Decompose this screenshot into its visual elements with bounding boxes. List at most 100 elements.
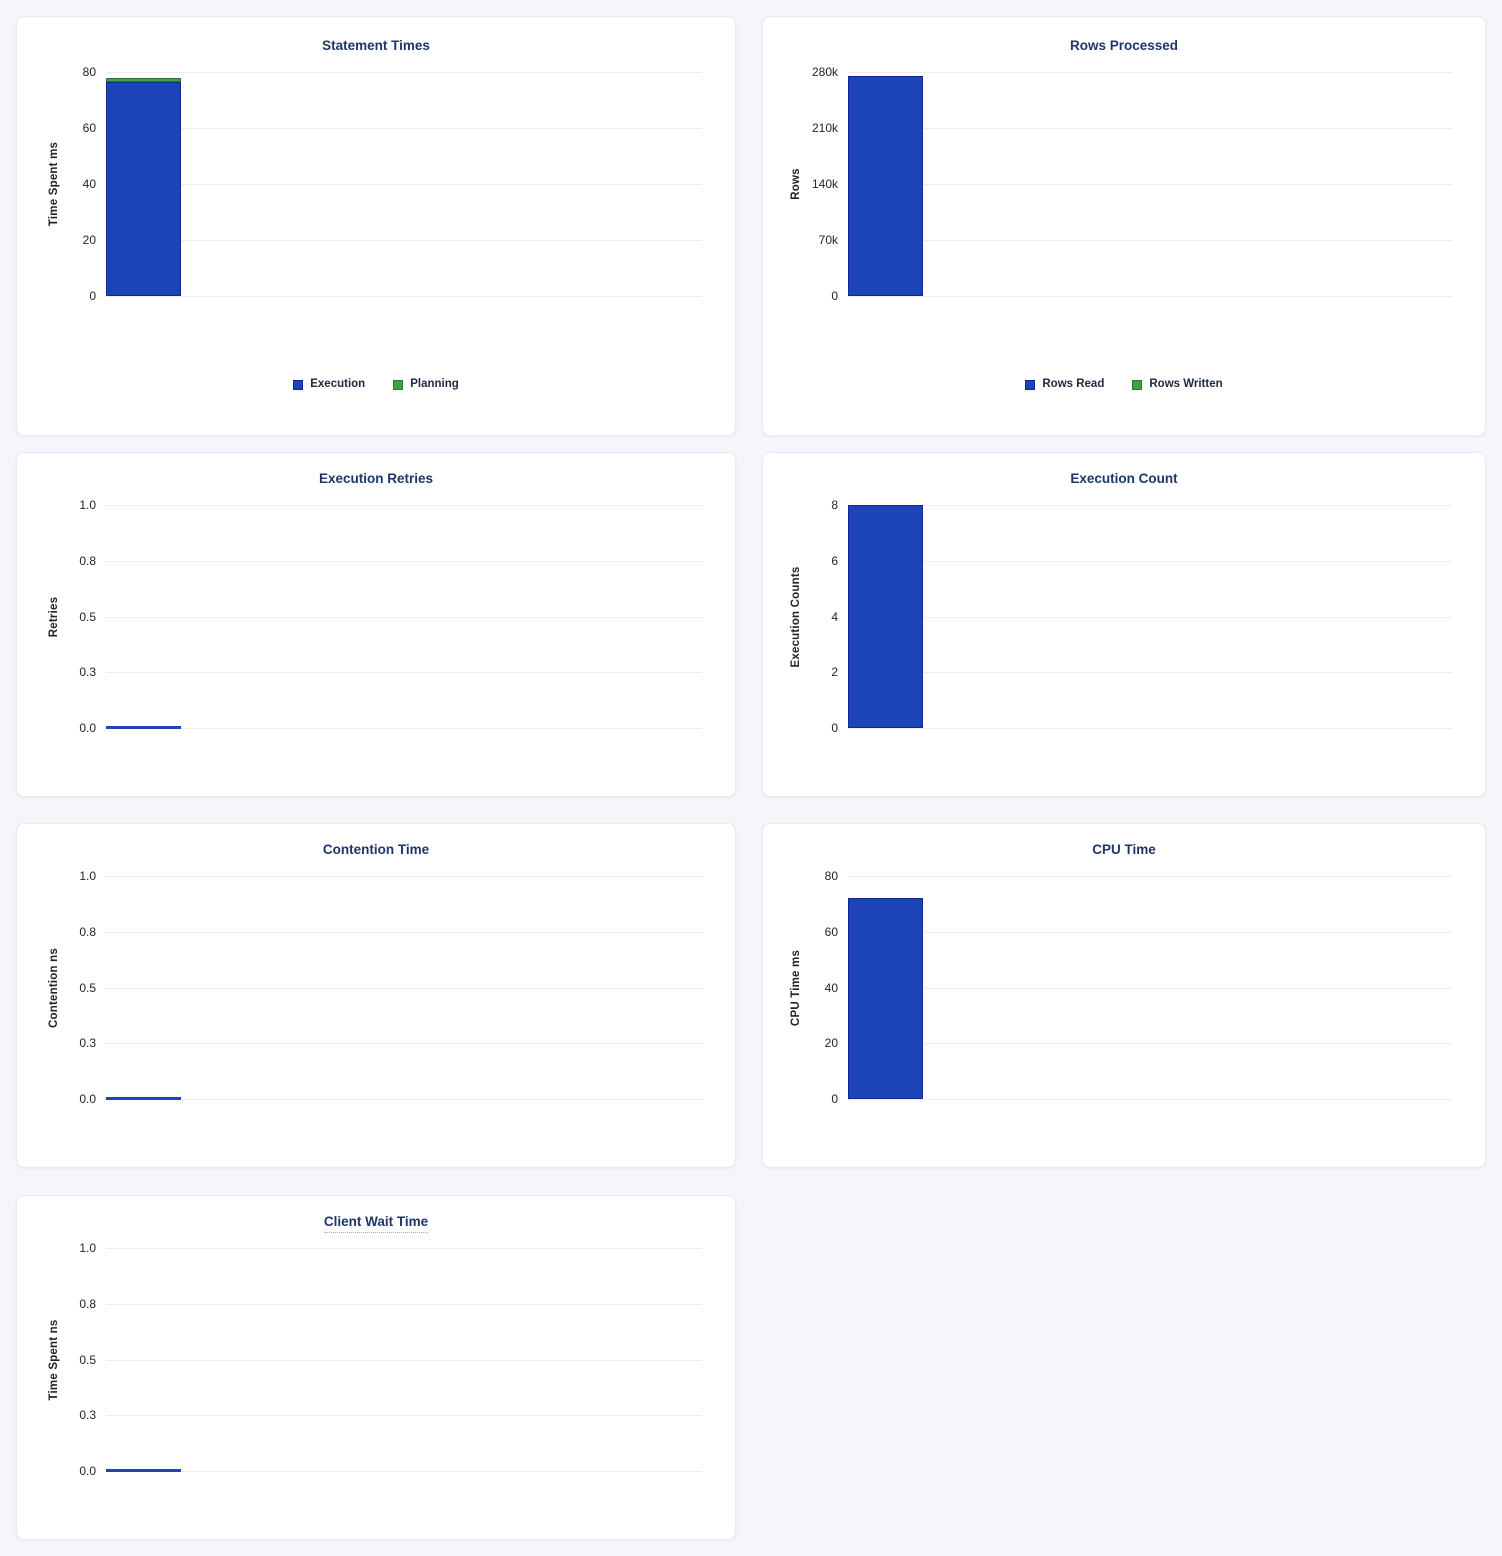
zero-value-bar [106, 726, 181, 729]
legend-label: Planning [410, 378, 459, 390]
zero-value-bar [106, 1469, 181, 1472]
y-tick-label: 0.3 [79, 665, 96, 679]
gridline [106, 240, 702, 241]
y-tick-label: 60 [824, 925, 838, 939]
y-tick-label: 2 [831, 665, 838, 679]
plot-area: 8 6 4 2 0 [831, 498, 1452, 735]
y-tick-label: 0.3 [79, 1036, 96, 1050]
y-tick-label: 0.0 [79, 1464, 96, 1478]
y-tick-label: 0.8 [79, 554, 96, 568]
y-tick-label: 20 [82, 233, 96, 247]
y-tick-label: 1.0 [79, 498, 96, 512]
y-tick-label: 0.5 [79, 610, 96, 624]
y-tick-label: 0.3 [79, 1408, 96, 1422]
gridline [848, 672, 1452, 673]
gridline [848, 617, 1452, 618]
legend-label: Rows Written [1149, 378, 1223, 390]
gridline [106, 1415, 702, 1416]
gridline [106, 672, 702, 673]
y-tick-label: 210k [811, 121, 838, 135]
y-tick-label: 0.8 [79, 925, 96, 939]
y-tick-label: 0.0 [79, 1092, 96, 1106]
chart-title: Statement Times [17, 38, 735, 54]
gridline [106, 876, 702, 877]
chart-card-rows-processed: Rows Processed 280k 210k 140k 70k 0 Rows Rows R… [762, 16, 1486, 436]
y-tick-label: 80 [824, 869, 838, 883]
chart-title: Client Wait Time [17, 1214, 735, 1233]
bar-cpu-time [848, 898, 923, 1099]
gridline [106, 128, 702, 129]
gridline [848, 932, 1452, 933]
chart-title-text-cpu-time: CPU Time [1092, 842, 1156, 857]
gridline [848, 1099, 1452, 1100]
legend-label: Rows Read [1042, 378, 1105, 390]
y-tick-label: 0.5 [79, 1353, 96, 1367]
y-tick-label: 40 [82, 177, 96, 191]
legend-item-planning: Planning [393, 378, 459, 391]
y-tick-label: 60 [82, 121, 96, 135]
chart-card-execution-count: Execution Count 8 6 4 2 0 Execution Counts [762, 452, 1486, 797]
gridline [106, 932, 702, 933]
y-tick-label: 6 [831, 554, 838, 568]
chart-title-text-statement-times: Statement Times [322, 38, 430, 53]
gridline [848, 876, 1452, 877]
gridline [106, 1471, 702, 1472]
chart-card-cpu-time: CPU Time 80 60 40 20 0 CPU Time ms [762, 823, 1486, 1168]
chart-card-statement-times: Statement Times 80 60 40 20 0 Time Spent ms Exe… [16, 16, 736, 436]
gridline [848, 1043, 1452, 1044]
gridline [848, 505, 1452, 506]
gridline [848, 988, 1452, 989]
chart-title-text-rows-processed: Rows Processed [1069, 38, 1179, 53]
plot-area: 1.0 0.8 0.5 0.3 0.0 [79, 498, 702, 735]
chart-title: Rows Processed [763, 38, 1485, 54]
zero-value-bar [106, 1097, 181, 1100]
gridline [848, 184, 1452, 185]
gridline [106, 561, 702, 562]
gridline [106, 296, 702, 297]
chart-card-execution-retries: Execution Retries 1.0 0.8 0.5 0.3 0.0 Retries [16, 452, 736, 797]
y-tick-label: 40 [824, 981, 838, 995]
gridline [848, 240, 1452, 241]
chart-card-contention-time: Contention Time 1.0 0.8 0.5 0.3 0.0 Contention… [16, 823, 736, 1168]
legend-swatch-blue [293, 379, 304, 390]
y-tick-label: 70k [818, 233, 838, 247]
plot-area: 80 60 40 20 0 [83, 65, 702, 303]
legend-swatch-green [393, 379, 404, 390]
plot-area: 1.0 0.8 0.5 0.3 0.0 [79, 869, 702, 1106]
y-axis-label: Time Spent ns [48, 1319, 60, 1400]
gridline [106, 1304, 702, 1305]
chart-title-text-execution-retries: Execution Retries [318, 471, 434, 486]
y-axis-label: Contention ns [48, 947, 60, 1028]
gridline [106, 72, 702, 73]
chart-title-text-contention-time: Contention Time [322, 842, 430, 857]
gridline [106, 505, 702, 506]
chart-title: Execution Retries [17, 471, 735, 487]
gridline [848, 561, 1452, 562]
y-axis-label: CPU Time ms [790, 949, 802, 1026]
y-tick-label: 1.0 [79, 1241, 96, 1255]
chart-title-text-client-wait-time[interactable]: Client Wait Time [323, 1214, 429, 1233]
y-axis-label: Retries [48, 596, 60, 637]
y-tick-label: 80 [82, 65, 96, 79]
y-tick-label: 0.0 [79, 721, 96, 735]
y-tick-label: 0.8 [79, 1297, 96, 1311]
plot-area: 80 60 40 20 0 [825, 869, 1452, 1106]
y-axis-label: Execution Counts [790, 566, 802, 667]
legend-item-rows-written: Rows Written [1132, 378, 1223, 391]
bar-execution-count [848, 505, 923, 728]
gridline [848, 296, 1452, 297]
legend-swatch-blue [1025, 379, 1036, 390]
y-tick-label: 0 [831, 1092, 838, 1106]
chart-title: CPU Time [763, 842, 1485, 858]
legend-item-execution: Execution [293, 378, 365, 391]
y-tick-label: 0 [89, 289, 96, 303]
plot-area: 280k 210k 140k 70k 0 [812, 65, 1452, 303]
legend-label: Execution [310, 378, 366, 390]
y-tick-label: 0.5 [79, 981, 96, 995]
y-tick-label: 140k [811, 177, 838, 191]
chart-title: Execution Count [763, 471, 1485, 487]
legend-swatch-green [1132, 379, 1143, 390]
plot-area: 1.0 0.8 0.5 0.3 0.0 [79, 1241, 702, 1478]
gridline [106, 184, 702, 185]
